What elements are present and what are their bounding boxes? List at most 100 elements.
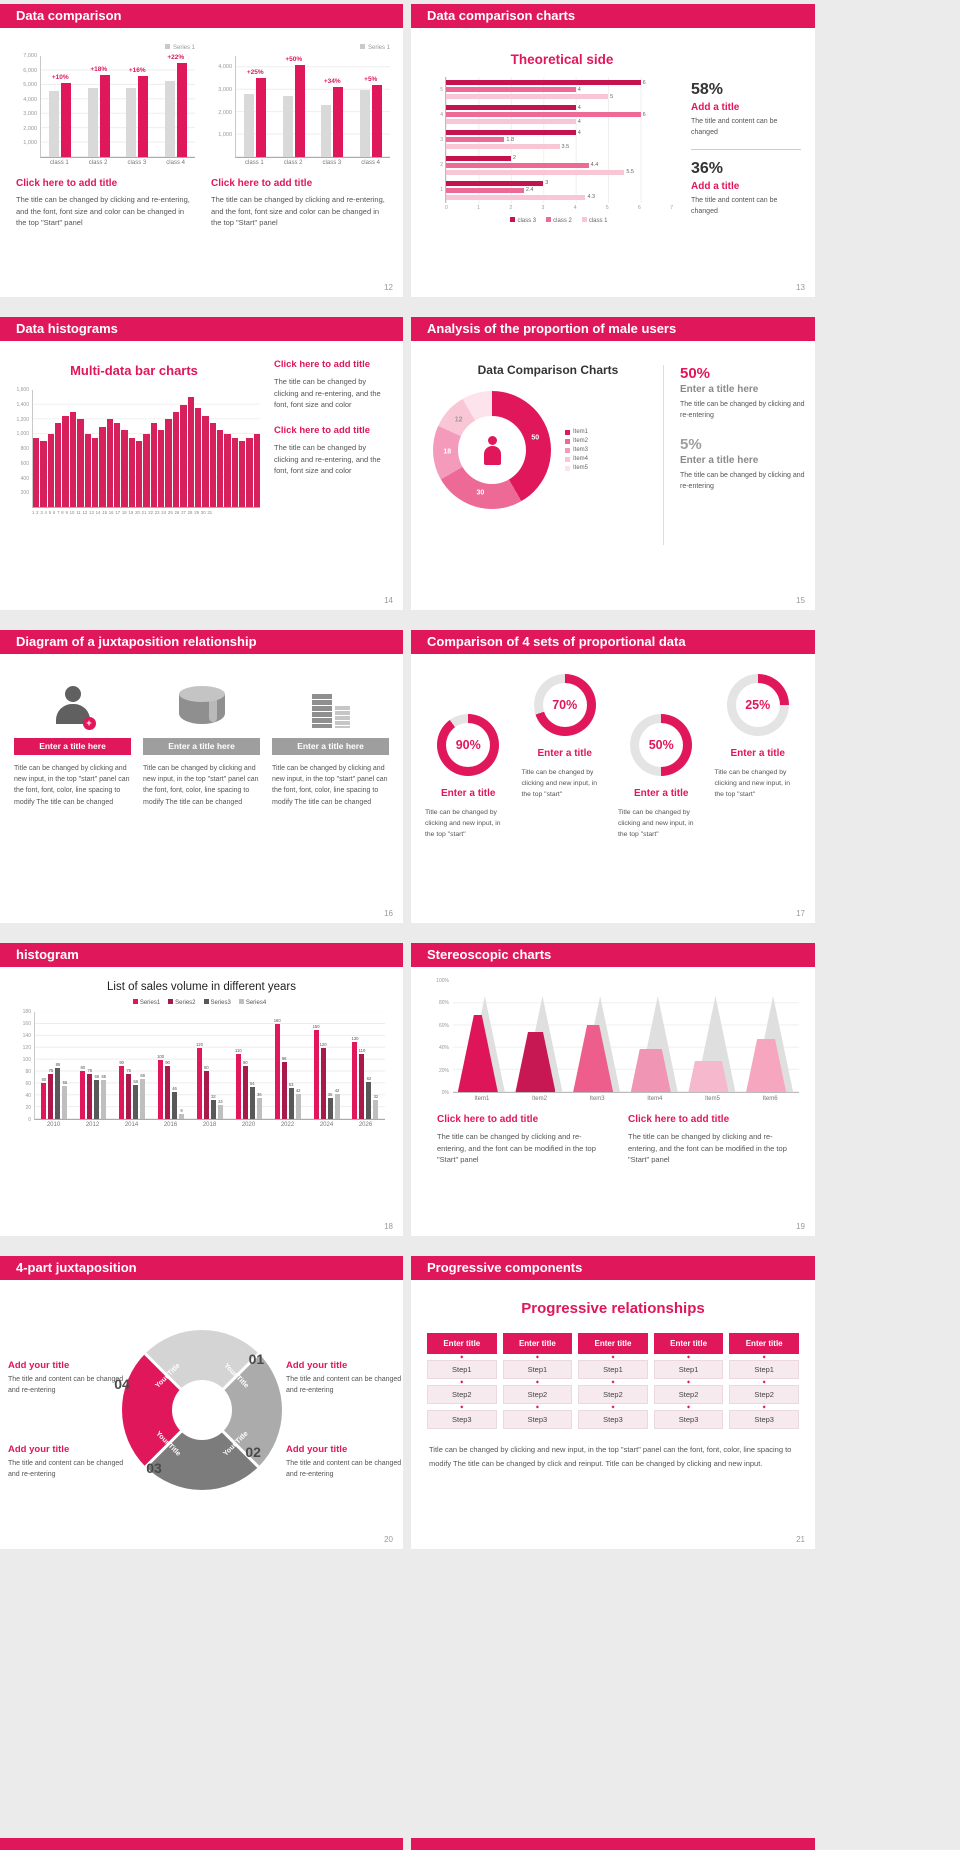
- chart-column: Series 1 7,000 6,000 5,000 4,000 3,000 2,000 1,…: [16, 44, 195, 229]
- ring-percent: 50%: [648, 738, 674, 752]
- diamond-icon: ◆: [687, 1379, 691, 1384]
- chart-part: 2: [446, 155, 673, 161]
- chart-part: 100: [22, 1057, 31, 1063]
- chart-part: Series 1: [16, 44, 195, 56]
- slide-male-users-proportion[interactable]: Analysis of the proportion of male users…: [411, 317, 815, 610]
- slide-data-histograms[interactable]: Data histograms Multi-data bar charts 1,…: [0, 317, 403, 610]
- chart-part: 42: [334, 1012, 340, 1119]
- page-number: 19: [796, 1222, 805, 1231]
- chart-part: 55: [62, 1012, 68, 1119]
- chart-part: 66: [94, 1012, 100, 1119]
- progress-column: Enter title ◆ Step1 ◆ Step2 ◆ Step3: [427, 1333, 497, 1429]
- chart-part: 54: [249, 1012, 255, 1119]
- legend-item: Item4: [565, 456, 588, 462]
- cone: [629, 996, 681, 1092]
- chart-part: +16%: [122, 56, 152, 157]
- chart-part: [136, 441, 143, 507]
- slide-title-bar: histogram: [0, 943, 403, 967]
- ring-column: 25% Enter a title Title can be changed b…: [715, 674, 802, 841]
- chart-part: 85: [55, 1012, 61, 1119]
- page-number: 12: [384, 283, 393, 292]
- chart-part: 5,000: [23, 82, 37, 89]
- chart-part: [126, 87, 137, 157]
- chart-part: class 1: [50, 160, 69, 166]
- chart-part: [106, 419, 113, 507]
- chart-part: Item5: [704, 1096, 720, 1102]
- chart-part: 32: [373, 1012, 379, 1119]
- chart-part: 2 4.4 5.5: [446, 155, 673, 175]
- slide-progressive-components[interactable]: Progressive components Progressive relat…: [411, 1256, 815, 1549]
- chart-part: 12: [454, 416, 463, 424]
- stat-block: 58% Add a title The title and content ca…: [691, 81, 801, 139]
- text-block: Add your title The title and content can…: [8, 1360, 124, 1396]
- chart-legend: Series1 Series2 Series3 Series4: [14, 999, 385, 1006]
- grouped-bar-chart: Series 1 7,000 6,000 5,000 4,000 3,000 2,000 1,…: [16, 44, 195, 166]
- slide-histogram[interactable]: histogram List of sales volume in differ…: [0, 943, 403, 1236]
- chart-part: 9: [179, 1012, 185, 1119]
- chart-part: 110 90 54 36: [235, 1012, 262, 1119]
- stat-body: The title and content can be changed: [691, 118, 778, 136]
- step-box: Step2: [729, 1385, 799, 1404]
- chart-part: 7: [670, 205, 673, 211]
- chart-part: [128, 437, 136, 507]
- slide-content: Series 1 7,000 6,000 5,000 4,000 3,000 2,000 1,…: [0, 28, 403, 229]
- chart-part: 3.5: [446, 144, 673, 150]
- chart-part: [33, 437, 40, 507]
- step-box: Step2: [653, 1385, 724, 1404]
- ring-title: Enter a title: [537, 748, 592, 759]
- page-number: 18: [384, 1222, 393, 1231]
- chart-part: 5.5: [446, 169, 673, 175]
- page-number: 13: [796, 283, 805, 292]
- slide-stereoscopic-charts[interactable]: Stereoscopic charts 100% 80% 60% 40% 20% 0% It…: [411, 943, 815, 1236]
- diamond-icon: ◆: [535, 1379, 539, 1384]
- page-number: 16: [384, 909, 393, 918]
- slide-juxtaposition-relationship[interactable]: Diagram of a juxtaposition relationship …: [0, 630, 403, 923]
- chart-part: +16%: [128, 67, 146, 75]
- chart-part: 100: [157, 1012, 164, 1119]
- block-title: Click here to add title: [16, 178, 118, 189]
- ring-title: Enter a title: [730, 748, 785, 759]
- chart-part: 3,000: [23, 111, 37, 118]
- progress-ring: 70%: [533, 674, 596, 736]
- text-block: Add your title The title and content can…: [286, 1444, 402, 1480]
- diamond-icon: ◆: [611, 1379, 615, 1384]
- chart-title: List of sales volume in different years: [107, 981, 296, 993]
- chart-part: 18: [443, 448, 452, 456]
- diamond-icon: ◆: [762, 1404, 766, 1409]
- column-header: Enter title: [502, 1333, 573, 1354]
- item-column: + Enter a title here Title can be change…: [14, 676, 131, 808]
- chart-part: class 3: [510, 217, 536, 224]
- slide-proportional-data[interactable]: Comparison of 4 sets of proportional dat…: [411, 630, 815, 923]
- slide-data-comparison[interactable]: Data comparison Series 1 7,000 6,000 5,000 4…: [0, 4, 403, 297]
- legend-item: Item1: [565, 429, 588, 435]
- chart-part: class 4: [361, 160, 380, 166]
- chart-part: 1,600 1,400 1,200 1,000 800 600 400 200: [8, 387, 32, 508]
- item-banner: Enter a title here: [14, 738, 131, 755]
- chart-part: +10%: [51, 74, 69, 82]
- chart-part: 30: [476, 489, 485, 497]
- chart-part: 160 96 53 42: [274, 1012, 301, 1119]
- histogram-chart: 1,600 1,400 1,200 1,000 800 600 400 200 1 2 3 4 …: [8, 387, 261, 515]
- slide-data-comparison-charts[interactable]: Data comparison charts Theoretical side …: [411, 4, 815, 297]
- stat-title: Add a title: [691, 102, 740, 113]
- chart-part: 2: [509, 205, 513, 211]
- slide-content: + Enter a title here Title can be change…: [0, 654, 403, 808]
- block-title: Click here to add title: [437, 1114, 539, 1125]
- ring-percent: 25%: [745, 698, 771, 712]
- slide-4-part-juxtaposition[interactable]: 4-part juxtaposition Your Title Your Titl…: [0, 1256, 403, 1549]
- slide-content: 5 4 3 2 1 6 4 5 4 6 4 4 1.8 3.5 2 4.4 5.5 3 2.4 4.3 0 1 2 3 4 5 6 7…: [411, 77, 815, 224]
- chart-part: 24: [217, 1012, 223, 1119]
- ring-body: Title can be changed by clicking and new…: [618, 809, 694, 839]
- progress-column: Enter title ◆ Step1 ◆ Step2 ◆ Step3: [729, 1333, 799, 1429]
- chart-part: 46: [172, 1012, 178, 1119]
- chart-part: 5: [605, 205, 609, 211]
- chart-title: Theoretical side: [510, 52, 614, 67]
- block-title: Click here to add title: [274, 424, 371, 436]
- ring-title: Enter a title: [634, 788, 689, 799]
- chart-part: [172, 411, 180, 507]
- chart-part: 600: [20, 460, 29, 467]
- block-title: Add your title: [286, 1360, 348, 1371]
- step-box: Step1: [578, 1360, 648, 1379]
- column-header: Enter title: [578, 1333, 648, 1354]
